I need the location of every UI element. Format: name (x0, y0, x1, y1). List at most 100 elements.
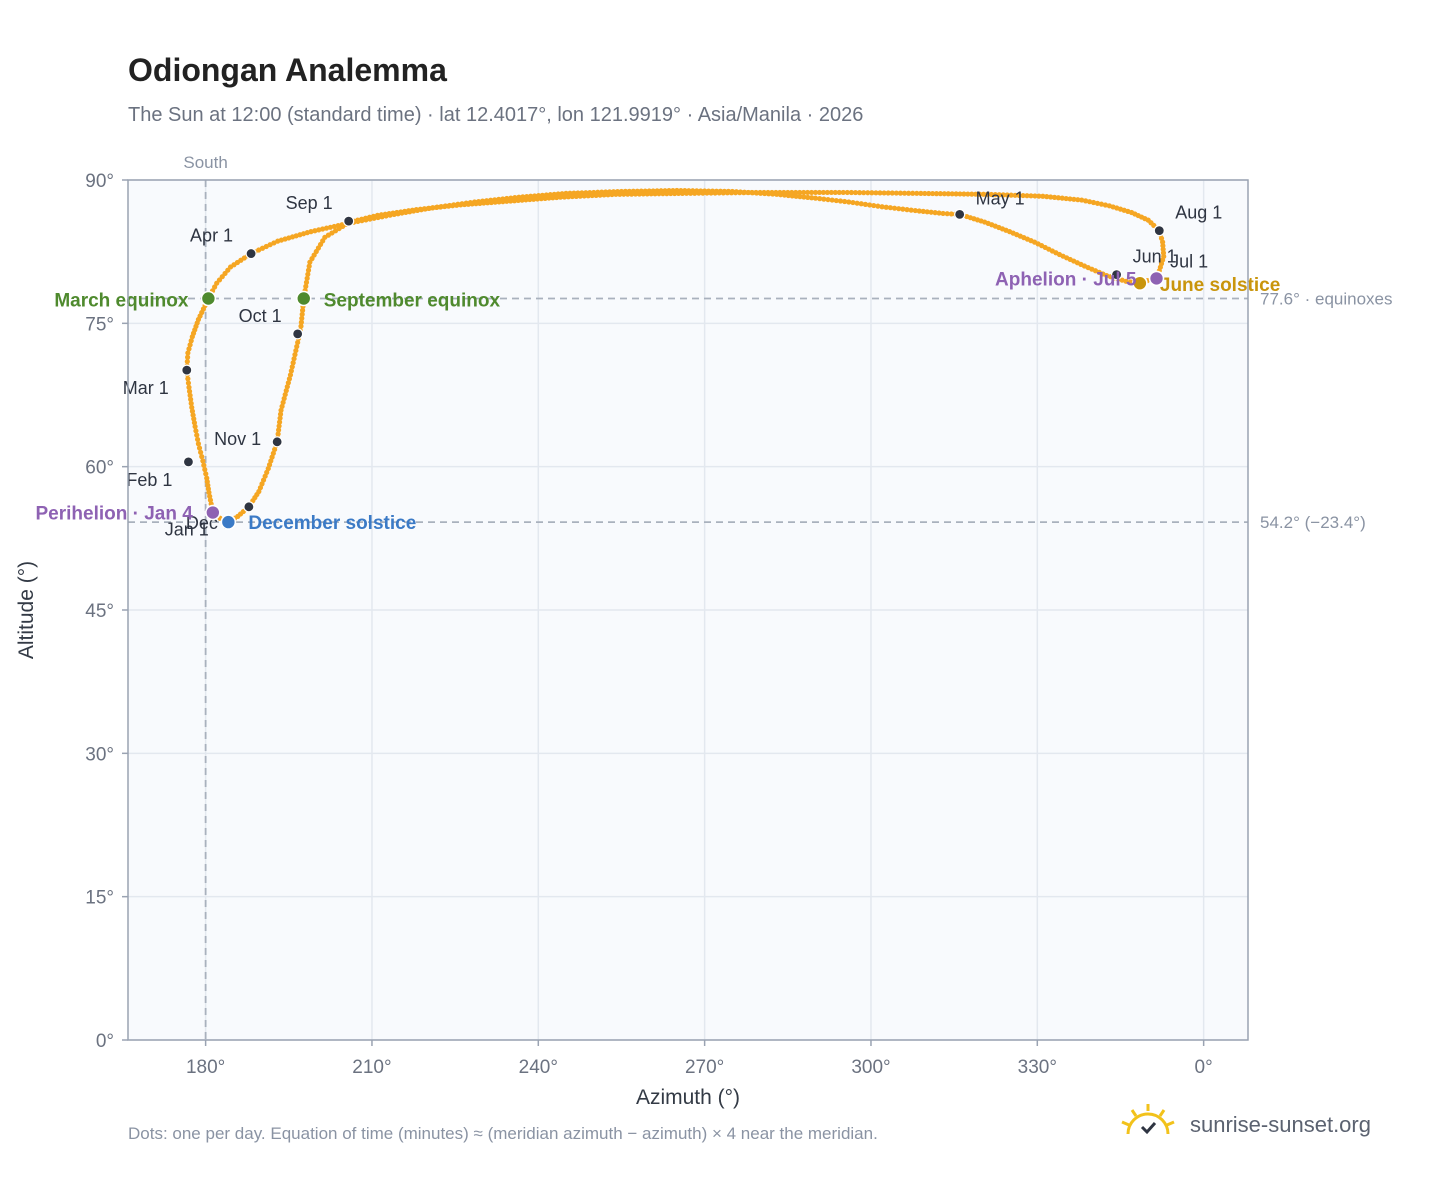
daily-dot (862, 201, 869, 207)
daily-dot (640, 191, 646, 197)
daily-dot (515, 197, 521, 204)
daily-dot (458, 202, 464, 208)
daily-dot (184, 358, 190, 365)
daily-dot (293, 347, 299, 354)
month-label: Apr 1 (190, 226, 233, 246)
daily-dot (289, 364, 295, 370)
daily-dot (928, 209, 934, 215)
daily-dot (668, 190, 674, 197)
daily-dot (932, 210, 938, 216)
chart-title: Odiongan Analemma (128, 52, 447, 88)
daily-dot (323, 225, 330, 231)
month-label: Dec 1 (186, 513, 233, 533)
x-tick-label: 210° (352, 1057, 391, 1078)
daily-dot (200, 458, 206, 464)
daily-dot (881, 190, 887, 196)
daily-dot (285, 380, 291, 386)
daily-dot (1086, 199, 1093, 205)
daily-dot (885, 190, 891, 196)
daily-dot (204, 475, 210, 481)
daily-dot (1090, 199, 1097, 206)
daily-dot (292, 352, 298, 358)
daily-dot (688, 190, 694, 196)
daily-dot (550, 195, 556, 201)
daily-dot (812, 195, 819, 201)
daily-dot (199, 454, 205, 460)
daily-dot (969, 191, 975, 197)
daily-dot (914, 190, 920, 196)
meridian-label: South (183, 153, 227, 172)
daily-dot (926, 190, 932, 197)
daily-dot (290, 360, 296, 366)
daily-dot (1040, 193, 1046, 199)
y-tick-label: 15° (85, 888, 114, 909)
daily-dot (202, 466, 208, 473)
daily-dot (305, 267, 312, 273)
brand[interactable]: sunrise-sunset.org (1120, 1100, 1390, 1148)
daily-dot (854, 200, 860, 206)
daily-dot (753, 189, 759, 196)
brand-name: sunrise-sunset.org (1190, 1112, 1371, 1137)
daily-dot (906, 190, 912, 196)
daily-dot (581, 193, 587, 199)
axis-ticks: 180° 210° 240° 270° 300° 330° 0° 0° 15° 30° 45° 60°… (85, 171, 1212, 1078)
daily-dot (198, 449, 204, 455)
daily-dot (307, 259, 313, 265)
x-tick-label: 180° (186, 1057, 225, 1078)
daily-dot (875, 203, 881, 209)
daily-dot (891, 205, 898, 211)
daily-dot (976, 191, 983, 197)
daily-dot (504, 198, 510, 204)
daily-dot (299, 315, 305, 321)
daily-dot (277, 415, 283, 421)
daily-dot (628, 191, 635, 197)
daily-dot (1008, 192, 1014, 198)
daily-dot (191, 416, 197, 422)
daily-dot (402, 208, 408, 214)
daily-dot (282, 391, 288, 398)
daily-dot (840, 189, 846, 196)
daily-dot (441, 203, 448, 210)
daily-dot (1059, 195, 1065, 201)
event-marker (200, 290, 217, 307)
daily-dot (808, 189, 815, 196)
month-label: Jun 1 (1133, 247, 1177, 267)
daily-dot (636, 191, 643, 197)
daily-dot (812, 189, 819, 196)
daily-dot (922, 190, 928, 197)
daily-dot (664, 191, 670, 197)
daily-dot (188, 338, 194, 344)
daily-dot (1055, 195, 1061, 201)
daily-dot (454, 202, 460, 208)
daily-dot (276, 427, 282, 433)
daily-dot (912, 207, 918, 214)
event-marker (1148, 270, 1165, 287)
event-markers: March equinox September equinox June solst… (36, 269, 1281, 534)
daily-dot (793, 193, 799, 199)
daily-dot (298, 323, 304, 329)
daily-dot (1083, 198, 1089, 204)
daily-dot (949, 191, 955, 197)
month-marker (292, 328, 304, 340)
daily-dot (284, 384, 290, 390)
sun-logo-icon (1121, 1104, 1175, 1135)
daily-dot (299, 307, 306, 313)
daily-dot (900, 206, 906, 212)
daily-dot (538, 196, 544, 202)
daily-dot (363, 215, 369, 221)
daily-dot (675, 190, 682, 197)
event-label: September equinox (324, 290, 501, 311)
daily-dot (366, 214, 373, 220)
daily-dot (193, 428, 199, 434)
daily-dot (450, 203, 456, 209)
daily-dot (445, 203, 452, 209)
daily-dot (188, 400, 194, 407)
daily-dot (984, 191, 991, 197)
y-tick-label: 75° (85, 314, 114, 335)
daily-dot (896, 206, 902, 212)
daily-dot (724, 190, 730, 196)
daily-dot (809, 195, 815, 201)
month-marker (245, 247, 257, 260)
daily-dot (873, 190, 879, 196)
daily-dot (828, 189, 834, 196)
